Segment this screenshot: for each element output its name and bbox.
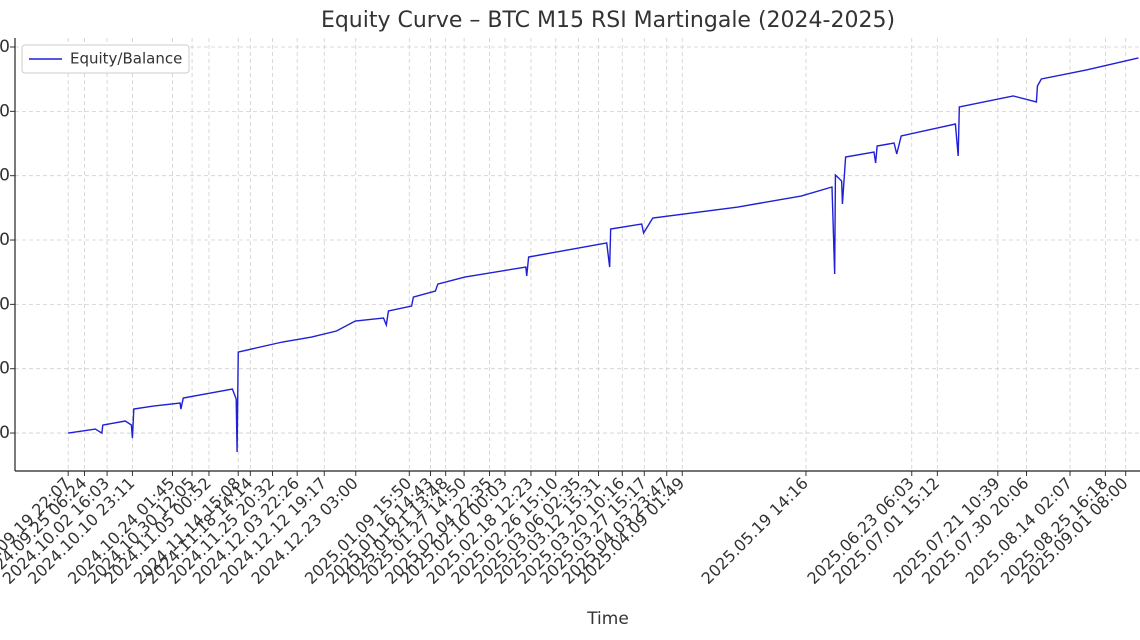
x-axis-label: Time <box>586 609 629 629</box>
x-tick-label: 2025.09.01 08:00 <box>1017 474 1131 588</box>
y-tick-label: 11000 <box>0 359 10 379</box>
legend-label: Equity/Balance <box>70 50 182 68</box>
equity-line <box>68 57 1139 453</box>
y-tick-label: 10000 <box>0 423 10 443</box>
legend: Equity/Balance <box>21 44 190 74</box>
y-tick-label: 12000 <box>0 294 10 314</box>
y-tick-label: 14000 <box>0 166 10 186</box>
y-tick-label: 15000 <box>0 101 10 121</box>
x-tick-label: 2025.05.19 14:16 <box>698 474 812 588</box>
legend-box <box>21 44 190 74</box>
chart-title: Equity Curve – BTC M15 RSI Martingale (2… <box>321 8 895 33</box>
y-tick-label: 13000 <box>0 230 10 250</box>
y-tick-label: 16000 <box>0 37 10 57</box>
